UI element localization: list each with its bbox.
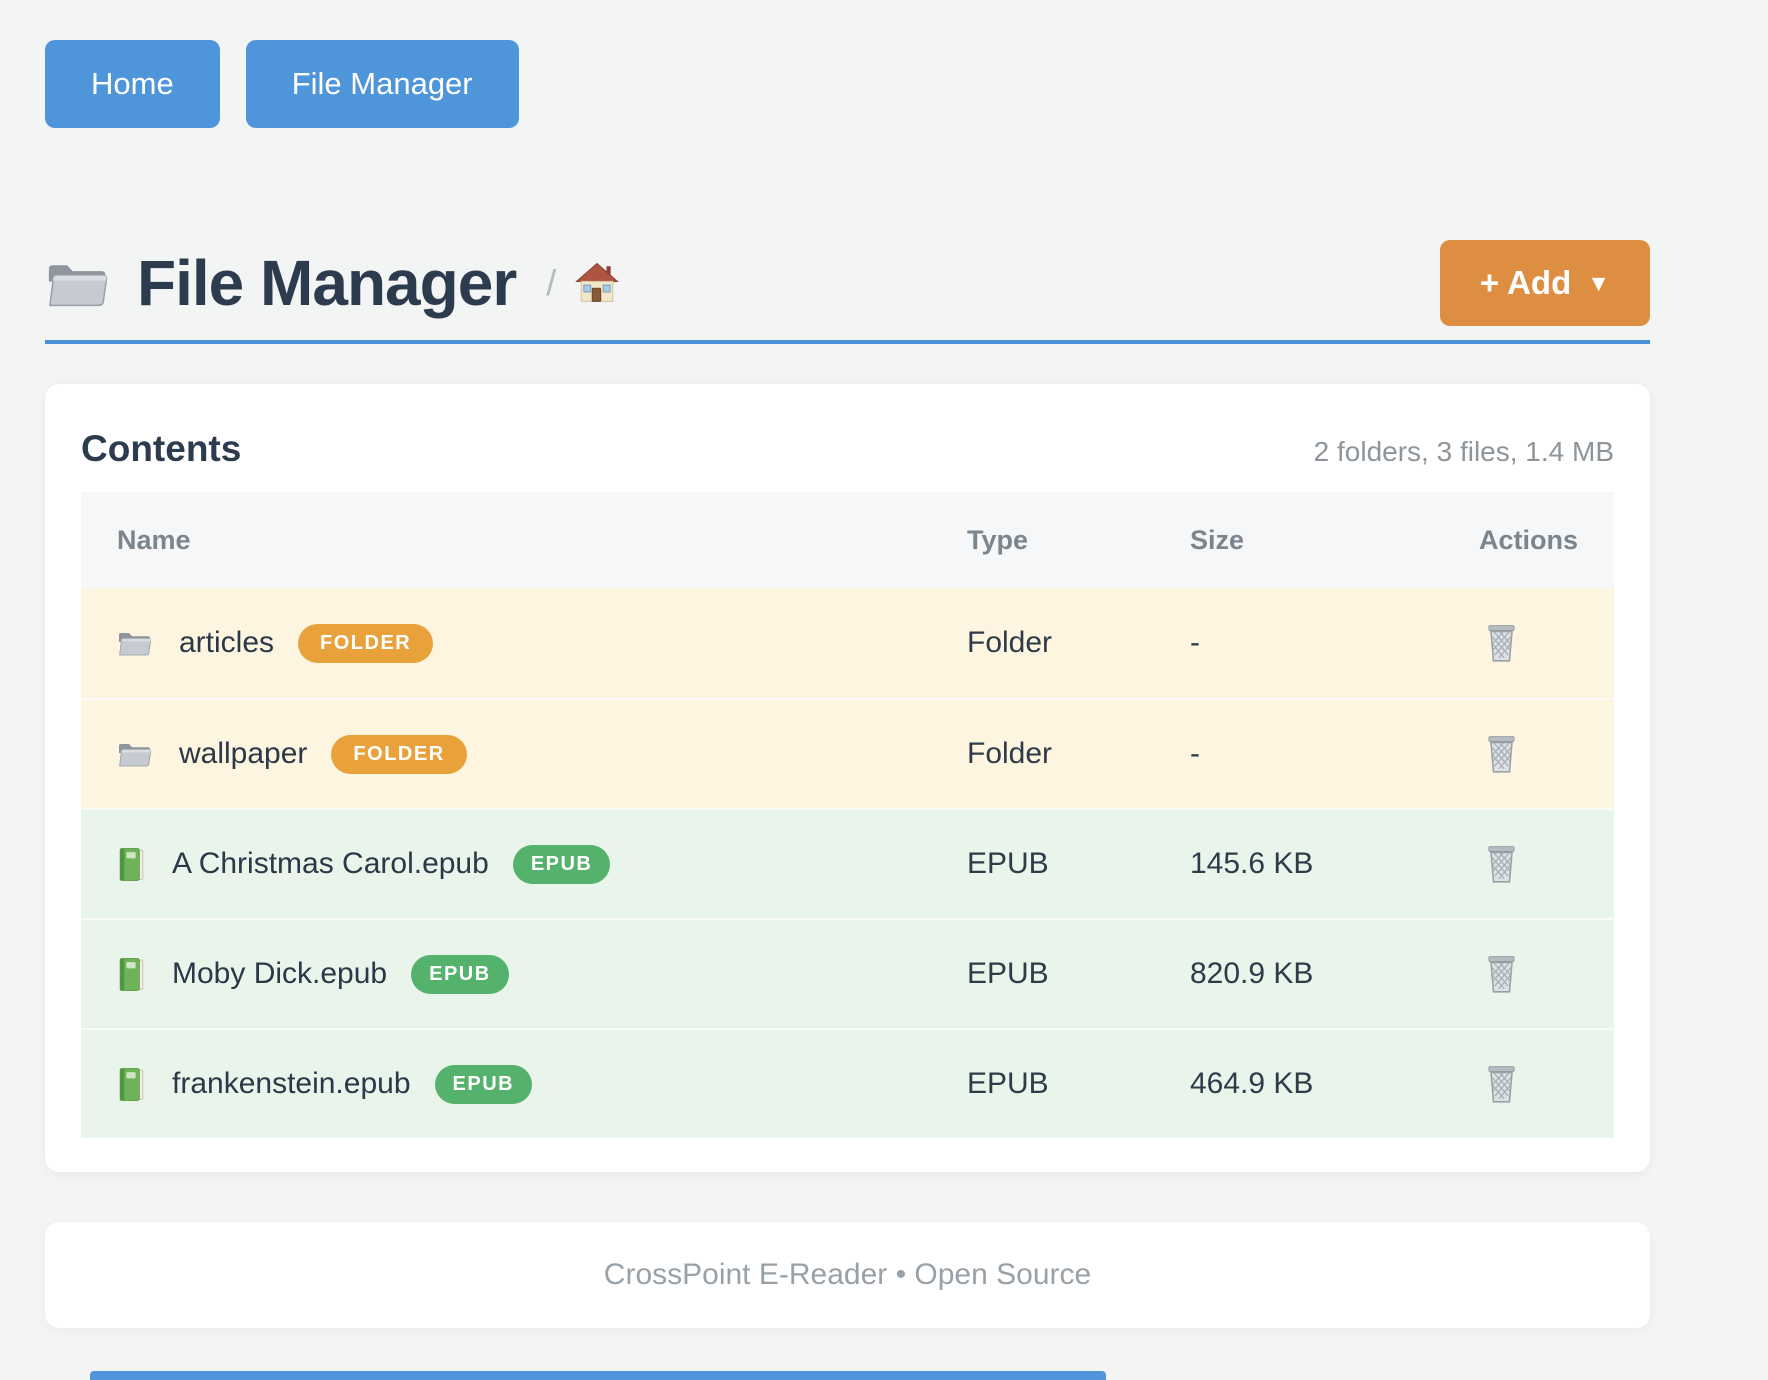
size-cell: -	[1190, 626, 1200, 659]
type-badge: FOLDER	[298, 623, 434, 663]
delete-button[interactable]	[1479, 949, 1524, 999]
nav-home-button[interactable]: Home	[45, 40, 220, 128]
delete-button[interactable]	[1479, 1059, 1524, 1109]
trash-icon	[1488, 625, 1515, 662]
table-row[interactable]: articles FOLDER Folder -	[81, 588, 1614, 698]
size-cell: -	[1190, 737, 1200, 770]
size-cell: 145.6 KB	[1190, 847, 1314, 880]
page-title: File Manager	[137, 247, 517, 319]
table-row[interactable]: Moby Dick.epub EPUB EPUB 820.9 KB	[81, 918, 1614, 1028]
type-cell: EPUB	[967, 957, 1049, 990]
delete-button[interactable]	[1479, 839, 1524, 889]
file-name: frankenstein.epub	[172, 1067, 411, 1100]
file-name: articles	[179, 626, 275, 659]
column-header-type: Type	[967, 524, 1029, 555]
file-name: A Christmas Carol.epub	[172, 847, 489, 880]
breadcrumb-separator: /	[546, 262, 557, 303]
panel-header: Contents 2 folders, 3 files, 1.4 MB	[81, 428, 1614, 470]
table-body: articles FOLDER Folder - wallpaper FOLDE…	[81, 588, 1614, 1138]
footer-card: CrossPoint E-Reader • Open Source	[45, 1222, 1650, 1328]
panel-title: Contents	[81, 428, 242, 469]
delete-button[interactable]	[1479, 618, 1524, 668]
size-cell: 464.9 KB	[1190, 1067, 1314, 1100]
breadcrumb: /	[546, 262, 620, 304]
book-icon	[119, 847, 144, 881]
type-badge: FOLDER	[331, 734, 467, 774]
type-cell: Folder	[967, 737, 1053, 770]
column-header-size: Size	[1190, 524, 1245, 555]
type-badge: EPUB	[512, 844, 611, 884]
file-name-cell[interactable]: wallpaper FOLDER	[81, 734, 967, 774]
book-icon	[119, 1067, 144, 1101]
page-header: File Manager / + Add ▼	[45, 240, 1650, 326]
contents-card: Contents 2 folders, 3 files, 1.4 MB Name…	[45, 384, 1650, 1172]
house-icon	[575, 262, 620, 302]
files-table: Name Type Size Actions articles FOLDER F…	[81, 492, 1614, 1138]
bottom-partial-bar	[90, 1371, 1106, 1380]
actions-cell	[1374, 618, 1614, 668]
folder-icon	[119, 744, 152, 767]
file-name: Moby Dick.epub	[172, 957, 388, 990]
book-icon	[117, 957, 146, 992]
type-cell: Folder	[967, 626, 1053, 659]
file-name-cell[interactable]: Moby Dick.epub EPUB	[81, 954, 967, 994]
file-name-cell[interactable]: frankenstein.epub EPUB	[81, 1064, 967, 1104]
table-row[interactable]: A Christmas Carol.epub EPUB EPUB 145.6 K…	[81, 808, 1614, 918]
delete-button[interactable]	[1479, 729, 1524, 779]
add-button[interactable]: + Add ▼	[1439, 240, 1650, 326]
file-name-cell[interactable]: A Christmas Carol.epub EPUB	[81, 844, 967, 884]
file-name: wallpaper	[179, 737, 308, 770]
table-row[interactable]: wallpaper FOLDER Folder -	[81, 698, 1614, 808]
type-badge: EPUB	[411, 954, 509, 994]
top-nav: Home File Manager	[45, 0, 1650, 128]
type-cell: EPUB	[967, 1067, 1049, 1100]
content-column: Home File Manager File Manager / + Add	[45, 0, 1650, 1328]
folder-icon	[117, 740, 153, 768]
trash-icon	[1488, 1066, 1515, 1103]
size-cell: 820.9 KB	[1190, 957, 1314, 990]
type-cell: EPUB	[967, 847, 1049, 880]
trash-icon	[1488, 846, 1515, 883]
folder-icon	[119, 633, 152, 656]
table-row[interactable]: frankenstein.epub EPUB EPUB 464.9 KB	[81, 1028, 1614, 1138]
book-icon	[117, 847, 146, 882]
actions-cell	[1374, 729, 1614, 779]
footer-text: CrossPoint E-Reader • Open Source	[603, 1258, 1092, 1291]
caret-down-icon: ▼	[1587, 269, 1610, 296]
table-header-row: Name Type Size Actions	[81, 492, 1614, 588]
book-icon	[119, 957, 144, 991]
actions-cell	[1374, 1059, 1614, 1109]
book-icon	[117, 1067, 146, 1102]
column-header-actions: Actions	[1479, 524, 1579, 555]
title-divider	[45, 340, 1650, 344]
trash-icon	[1488, 736, 1515, 773]
folder-icon	[45, 258, 111, 309]
actions-cell	[1374, 839, 1614, 889]
add-button-label: + Add	[1479, 264, 1572, 301]
title-group: File Manager /	[45, 246, 620, 320]
file-name-cell[interactable]: articles FOLDER	[81, 623, 967, 663]
column-header-name: Name	[117, 524, 191, 555]
folder-icon	[48, 264, 108, 306]
folder-icon	[117, 629, 153, 657]
contents-summary: 2 folders, 3 files, 1.4 MB	[1313, 436, 1614, 467]
breadcrumb-home-button[interactable]	[574, 262, 620, 304]
trash-icon	[1488, 956, 1515, 993]
nav-file-manager-button[interactable]: File Manager	[245, 40, 519, 128]
type-badge: EPUB	[434, 1064, 533, 1104]
actions-cell	[1374, 949, 1614, 999]
